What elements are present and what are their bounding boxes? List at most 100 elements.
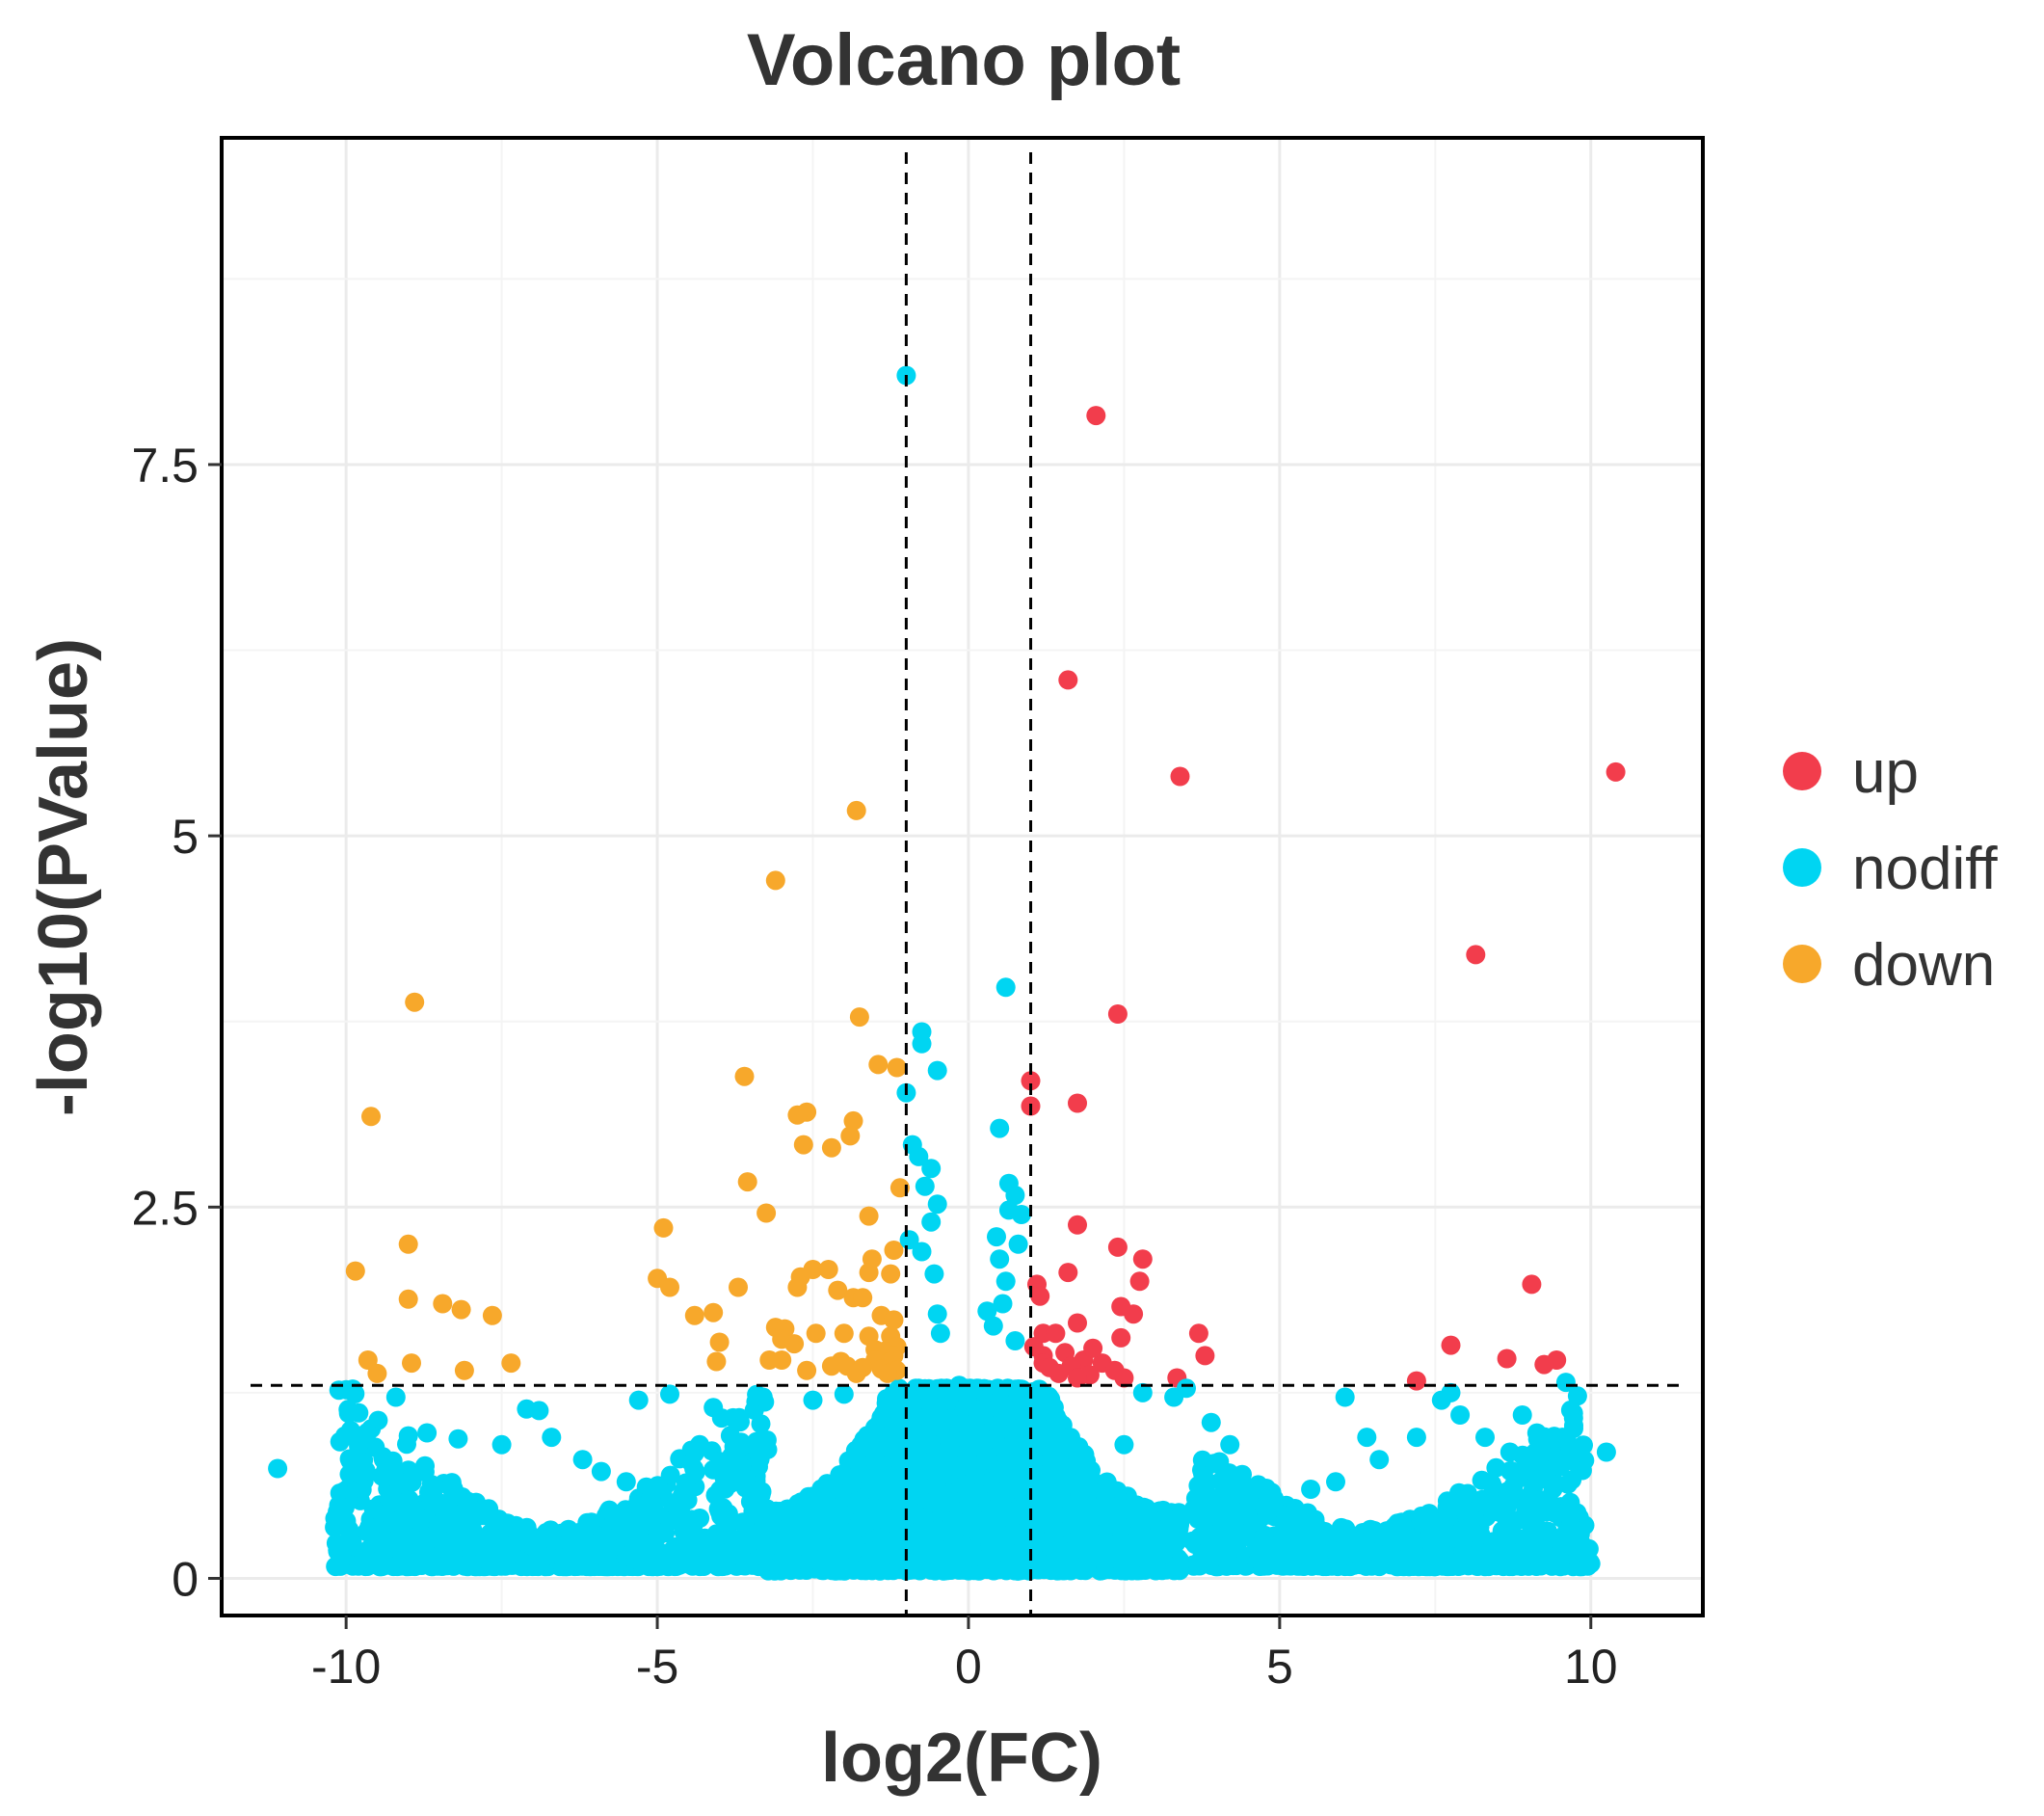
point-nodiff [1511, 1509, 1531, 1529]
point-nodiff [781, 1561, 801, 1581]
point-up [1068, 1215, 1087, 1235]
point-nodiff [857, 1512, 877, 1533]
point-nodiff [1203, 1488, 1223, 1509]
point-down [653, 1217, 674, 1238]
point-down [757, 1203, 777, 1223]
point-nodiff [1453, 1542, 1473, 1562]
point-nodiff [382, 1509, 402, 1530]
point-nodiff [803, 1486, 823, 1507]
point-nodiff [428, 1520, 448, 1540]
point-nodiff [1314, 1557, 1334, 1577]
point-down [878, 1363, 897, 1383]
point-up [1021, 1071, 1041, 1091]
point-nodiff [1022, 1455, 1043, 1476]
point-down [759, 1350, 780, 1370]
point-nodiff [1547, 1551, 1567, 1571]
point-nodiff [996, 1444, 1016, 1464]
point-nodiff [958, 1417, 978, 1437]
point-nodiff [560, 1525, 580, 1545]
point-up [1522, 1274, 1542, 1295]
point-nodiff [1169, 1556, 1189, 1575]
point-nodiff [896, 1556, 916, 1576]
point-nodiff [819, 1502, 839, 1521]
point-up [1068, 1093, 1087, 1113]
point-nodiff [1563, 1408, 1583, 1429]
point-down [358, 1350, 378, 1370]
point-nodiff [1352, 1551, 1372, 1571]
point-nodiff [1231, 1471, 1251, 1491]
point-nodiff [1521, 1544, 1541, 1564]
point-nodiff [893, 1538, 914, 1559]
point-nodiff [1316, 1524, 1337, 1544]
point-nodiff [843, 1560, 863, 1580]
point-down [706, 1351, 727, 1372]
point-nodiff [1141, 1542, 1161, 1562]
point-nodiff [1136, 1509, 1156, 1529]
point-nodiff [935, 1561, 955, 1581]
point-down [884, 1310, 904, 1330]
point-up [1114, 1368, 1134, 1388]
point-nodiff [1405, 1556, 1425, 1576]
point-up [1132, 1249, 1153, 1269]
point-down [684, 1305, 704, 1325]
point-down [765, 870, 785, 891]
point-nodiff [1543, 1479, 1563, 1499]
point-nodiff [670, 1490, 690, 1510]
point-up [1441, 1335, 1461, 1355]
point-nodiff [1560, 1492, 1580, 1512]
point-nodiff [1334, 1526, 1354, 1546]
point-nodiff [350, 1464, 370, 1484]
point-nodiff [750, 1449, 770, 1469]
point-nodiff [958, 1389, 977, 1409]
point-nodiff [851, 1435, 871, 1455]
point-down [846, 800, 866, 820]
point-up [1046, 1323, 1066, 1344]
point-nodiff [783, 1537, 804, 1557]
point-nodiff [530, 1554, 550, 1574]
point-up [1039, 1357, 1059, 1377]
point-down [806, 1323, 826, 1344]
point-down [398, 1289, 418, 1309]
point-nodiff [1212, 1470, 1233, 1490]
point-up [1497, 1349, 1517, 1369]
point-nodiff [357, 1522, 377, 1542]
point-down [405, 992, 425, 1012]
point-down [846, 1363, 866, 1383]
point-nodiff [814, 1552, 835, 1571]
point-nodiff [1351, 1533, 1371, 1552]
point-nodiff [1042, 1445, 1062, 1465]
point-nodiff [391, 1540, 411, 1561]
point-nodiff [512, 1552, 532, 1572]
point-nodiff [421, 1491, 441, 1511]
point-nodiff [1561, 1510, 1580, 1531]
point-down [454, 1360, 474, 1380]
point-up [1086, 406, 1106, 426]
point-down [433, 1294, 453, 1314]
point-nodiff [760, 1511, 781, 1532]
point-nodiff [1113, 1557, 1133, 1577]
point-nodiff [930, 1522, 950, 1542]
point-nodiff [607, 1531, 627, 1551]
point-nodiff [1467, 1556, 1487, 1576]
point-down [734, 1066, 755, 1086]
point-down [793, 1135, 813, 1155]
point-nodiff [1068, 1447, 1088, 1467]
point-up [1030, 1286, 1050, 1306]
point-nodiff [374, 1545, 394, 1565]
point-up [1111, 1327, 1131, 1348]
point-nodiff [349, 1402, 369, 1423]
point-up [1195, 1346, 1215, 1366]
point-nodiff [805, 1532, 824, 1551]
point-nodiff [489, 1509, 509, 1530]
point-down [737, 1172, 757, 1192]
point-down [821, 1356, 841, 1376]
point-nodiff [684, 1443, 704, 1463]
point-nodiff [916, 1520, 936, 1540]
point-nodiff [841, 1474, 862, 1494]
point-nodiff [1030, 1551, 1050, 1570]
point-down [482, 1305, 502, 1325]
point-up [1466, 945, 1486, 965]
point-nodiff [1526, 1423, 1547, 1443]
point-nodiff [598, 1554, 619, 1574]
